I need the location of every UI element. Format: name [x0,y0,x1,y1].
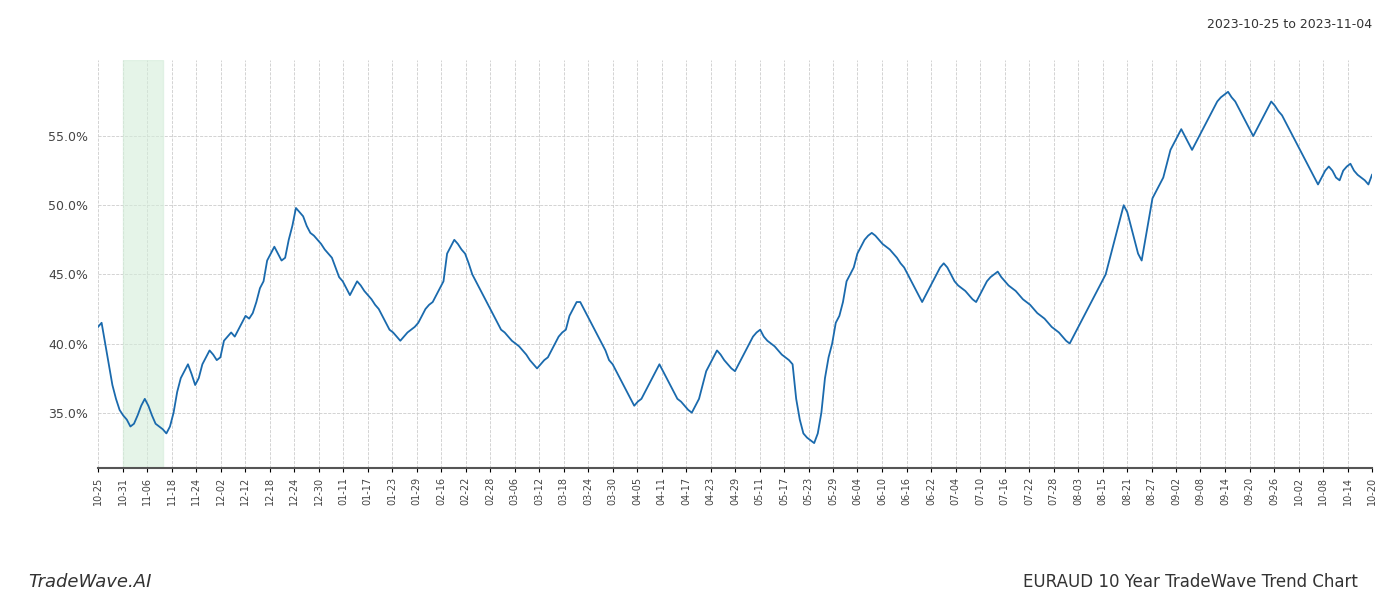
Bar [123,60,162,468]
Text: TradeWave.AI: TradeWave.AI [28,573,151,591]
Text: EURAUD 10 Year TradeWave Trend Chart: EURAUD 10 Year TradeWave Trend Chart [1023,573,1358,591]
Text: 2023-10-25 to 2023-11-04: 2023-10-25 to 2023-11-04 [1207,18,1372,31]
